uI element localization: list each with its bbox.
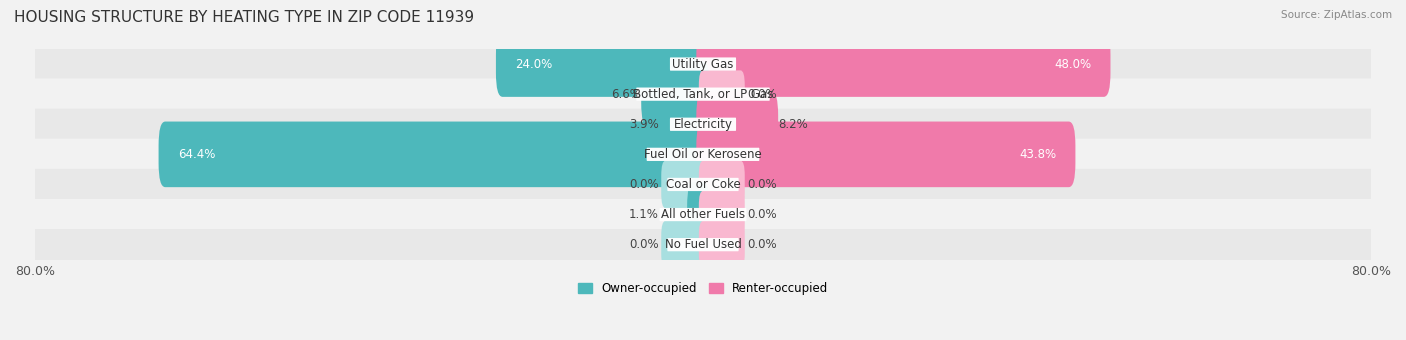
Text: No Fuel Used: No Fuel Used — [665, 238, 741, 251]
Text: Fuel Oil or Kerosene: Fuel Oil or Kerosene — [644, 148, 762, 161]
FancyBboxPatch shape — [31, 108, 1375, 140]
FancyBboxPatch shape — [696, 91, 778, 157]
FancyBboxPatch shape — [31, 169, 1375, 200]
FancyBboxPatch shape — [669, 118, 737, 131]
Text: 6.6%: 6.6% — [612, 88, 641, 101]
Text: Bottled, Tank, or LP Gas: Bottled, Tank, or LP Gas — [633, 88, 773, 101]
Legend: Owner-occupied, Renter-occupied: Owner-occupied, Renter-occupied — [572, 278, 834, 300]
Text: 0.0%: 0.0% — [747, 88, 778, 101]
Text: 0.0%: 0.0% — [747, 238, 778, 251]
Text: HOUSING STRUCTURE BY HEATING TYPE IN ZIP CODE 11939: HOUSING STRUCTURE BY HEATING TYPE IN ZIP… — [14, 10, 474, 25]
Text: 0.0%: 0.0% — [628, 238, 659, 251]
FancyBboxPatch shape — [696, 31, 1111, 97]
Text: 8.2%: 8.2% — [778, 118, 808, 131]
Text: 0.0%: 0.0% — [747, 178, 778, 191]
FancyBboxPatch shape — [696, 121, 1076, 187]
FancyBboxPatch shape — [668, 178, 738, 191]
Text: 48.0%: 48.0% — [1054, 57, 1091, 71]
Text: 43.8%: 43.8% — [1019, 148, 1056, 161]
FancyBboxPatch shape — [641, 61, 710, 127]
FancyBboxPatch shape — [31, 229, 1375, 260]
FancyBboxPatch shape — [669, 57, 737, 71]
Text: Source: ZipAtlas.com: Source: ZipAtlas.com — [1281, 10, 1392, 20]
FancyBboxPatch shape — [159, 121, 710, 187]
FancyBboxPatch shape — [31, 199, 1375, 230]
Text: 0.0%: 0.0% — [747, 208, 778, 221]
FancyBboxPatch shape — [647, 148, 759, 161]
FancyBboxPatch shape — [668, 238, 738, 251]
FancyBboxPatch shape — [688, 182, 710, 248]
FancyBboxPatch shape — [496, 31, 710, 97]
Text: 0.0%: 0.0% — [628, 178, 659, 191]
FancyBboxPatch shape — [637, 87, 769, 101]
Text: 24.0%: 24.0% — [515, 57, 553, 71]
FancyBboxPatch shape — [699, 191, 745, 238]
FancyBboxPatch shape — [31, 139, 1375, 170]
FancyBboxPatch shape — [664, 91, 710, 157]
FancyBboxPatch shape — [699, 221, 745, 269]
FancyBboxPatch shape — [699, 70, 745, 118]
FancyBboxPatch shape — [31, 79, 1375, 110]
Text: 64.4%: 64.4% — [177, 148, 215, 161]
Text: Utility Gas: Utility Gas — [672, 57, 734, 71]
FancyBboxPatch shape — [661, 161, 707, 208]
FancyBboxPatch shape — [661, 221, 707, 269]
FancyBboxPatch shape — [659, 208, 747, 221]
FancyBboxPatch shape — [31, 48, 1375, 80]
Text: All other Fuels: All other Fuels — [661, 208, 745, 221]
FancyBboxPatch shape — [699, 161, 745, 208]
Text: Electricity: Electricity — [673, 118, 733, 131]
Text: Coal or Coke: Coal or Coke — [665, 178, 741, 191]
Text: 3.9%: 3.9% — [628, 118, 659, 131]
Text: 1.1%: 1.1% — [628, 208, 659, 221]
